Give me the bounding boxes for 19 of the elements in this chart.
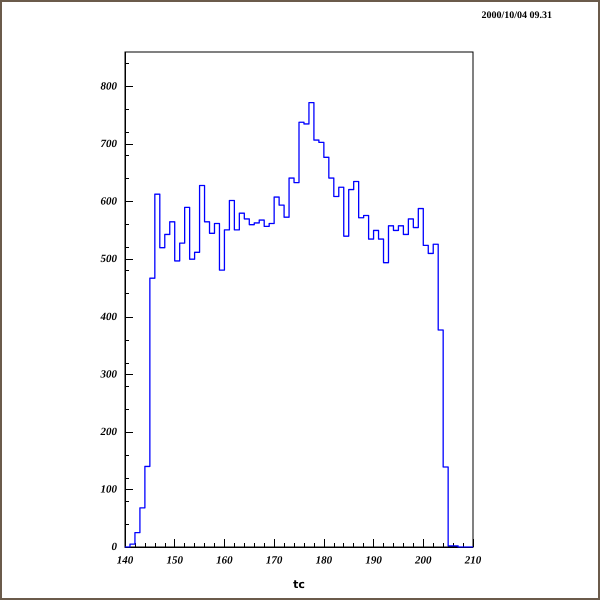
text: 2000/10/04 09.31 (481, 10, 552, 21)
y-tick-label: 800 (100, 80, 118, 93)
y-tick-label: 400 (100, 310, 118, 323)
x-tick-label: 180 (316, 554, 333, 566)
x-tick-label: 190 (365, 554, 382, 566)
y-tick-label: 600 (100, 196, 118, 208)
x-tick-label: 160 (216, 554, 234, 566)
x-axis-title: tc (293, 578, 305, 591)
y-tick-label: 700 (100, 138, 118, 150)
x-tick-label: 210 (464, 554, 482, 566)
y-tick-label: 0 (112, 541, 118, 553)
y-tick-label: 300 (100, 368, 118, 380)
y-tick-label: 100 (100, 483, 118, 496)
y-tick-label: 500 (100, 253, 118, 266)
x-tick-label: 150 (166, 554, 184, 566)
y-tick-label: 200 (100, 426, 118, 438)
x-tick-label: 140 (116, 554, 134, 566)
x-tick-label: 200 (414, 554, 432, 566)
x-tick-label: 170 (266, 554, 283, 566)
